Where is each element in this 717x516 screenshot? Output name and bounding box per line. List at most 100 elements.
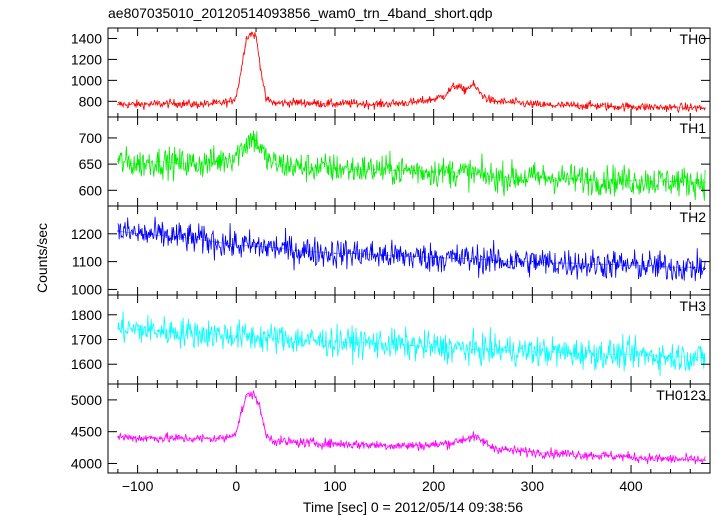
series-TH3-point (590, 352, 593, 354)
series-TH2-point (314, 251, 316, 253)
series-TH0-point (235, 95, 237, 97)
y-tick-label-TH0123: 4500 (71, 424, 102, 440)
series-TH1-point (314, 167, 316, 169)
series-TH2-point (610, 263, 612, 266)
series-TH3-point (393, 343, 395, 346)
series-TH2-point (294, 249, 297, 252)
series-TH0-point (265, 98, 267, 100)
series-TH0-point (472, 83, 474, 86)
series-TH2-point (704, 267, 706, 270)
series-TH0123-point (433, 444, 435, 446)
series-TH0-point (240, 69, 242, 71)
series-TH1-point (235, 154, 237, 156)
series-TH3-point (314, 340, 316, 342)
series-TH0123-point (512, 450, 514, 452)
series-TH1-trace (117, 130, 706, 201)
series-TH3-point (275, 337, 277, 339)
series-TH1-point (275, 163, 277, 165)
series-TH3-point (433, 346, 435, 348)
series-TH0123-line (117, 393, 706, 461)
series-TH3-point (689, 356, 691, 358)
legend-label-TH1: TH1 (680, 120, 707, 136)
series-TH1-point (512, 176, 514, 178)
series-TH3-point (492, 348, 494, 350)
series-TH0123-point (245, 396, 247, 398)
x-tick-label: 0 (232, 478, 240, 494)
series-TH0123-point (650, 457, 652, 459)
x-tick-label: 300 (521, 478, 545, 494)
y-tick-label-TH0: 1400 (71, 30, 102, 46)
x-axis-label: Time [sec] 0 = 2012/05/14 09:38:56 (303, 499, 523, 515)
series-TH0123-point (630, 456, 632, 458)
series-TH1-point (245, 142, 247, 144)
series-TH2-point (176, 235, 178, 238)
series-TH0123-point (250, 392, 252, 395)
series-TH2-point (156, 234, 158, 236)
y-tick-label-TH3: 1700 (71, 332, 102, 348)
series-TH3-point (551, 351, 553, 353)
series-TH3-trace (117, 311, 706, 376)
series-TH1-point (117, 160, 119, 163)
series-TH1-line (117, 137, 706, 183)
series-TH1-point (255, 139, 257, 142)
series-TH2-point (531, 261, 533, 263)
chart-title: ae807035010_20120514093856_wam0_trn_4ban… (108, 5, 493, 21)
series-TH0123-point (265, 434, 267, 436)
series-TH3-point (176, 331, 178, 333)
series-TH1-point (630, 180, 632, 182)
series-TH1-point (225, 158, 228, 160)
series-TH0-point (650, 106, 652, 108)
series-TH2-point (117, 230, 119, 232)
legend-label-TH2: TH2 (680, 209, 707, 225)
series-TH0-point (137, 103, 139, 106)
series-TH1-point (669, 180, 672, 182)
series-TH1-point (334, 167, 336, 169)
series-TH2-point (137, 233, 139, 235)
series-TH1-point (393, 169, 395, 171)
series-TH2-point (669, 266, 672, 268)
series-TH1-point (590, 179, 593, 181)
series-TH0-point (314, 102, 316, 104)
series-TH2-point (334, 252, 336, 254)
series-TH1-point (373, 168, 376, 170)
series-TH1-point (571, 178, 573, 180)
series-TH1-point (265, 158, 267, 160)
series-TH0123-point (137, 437, 139, 439)
x-tick-label: 100 (323, 478, 347, 494)
series-TH0123-point (571, 453, 573, 455)
series-TH3-point (630, 353, 632, 355)
series-TH0-point (156, 103, 158, 105)
series-TH0-point (260, 69, 262, 71)
series-TH0123-point (689, 459, 691, 461)
series-TH0-point (590, 104, 593, 107)
series-TH2-point (452, 257, 455, 259)
series-TH3-point (137, 329, 139, 331)
series-TH0-point (704, 107, 706, 109)
series-TH1-point (413, 169, 415, 171)
series-TH3-point (571, 352, 573, 354)
series-TH1-point (689, 181, 691, 183)
series-TH0123-point (117, 436, 119, 438)
series-TH1-point (650, 180, 652, 182)
series-TH2-trace (117, 216, 706, 282)
y-tick-label-TH1: 600 (79, 182, 103, 198)
y-axis-label: Counts/sec (34, 223, 50, 293)
series-TH1-point (260, 147, 262, 150)
series-TH1-point (472, 172, 474, 175)
series-TH0-point (230, 100, 232, 102)
series-TH0-point (334, 103, 336, 105)
series-TH0123-point (413, 445, 415, 447)
series-TH0-point (433, 98, 435, 100)
y-tick-label-TH0123: 5000 (71, 392, 102, 408)
series-TH1-point (215, 160, 218, 163)
series-TH0-point (512, 101, 514, 103)
series-TH1-point (704, 181, 706, 184)
series-TH3-point (413, 345, 415, 347)
series-TH3-point (235, 335, 237, 337)
y-tick-label-TH1: 700 (79, 130, 103, 146)
series-TH0-trace (117, 31, 706, 113)
series-TH0123-point (240, 412, 242, 414)
series-TH0-point (551, 104, 553, 107)
series-TH3-point (255, 336, 257, 338)
series-TH3-point (156, 330, 158, 332)
